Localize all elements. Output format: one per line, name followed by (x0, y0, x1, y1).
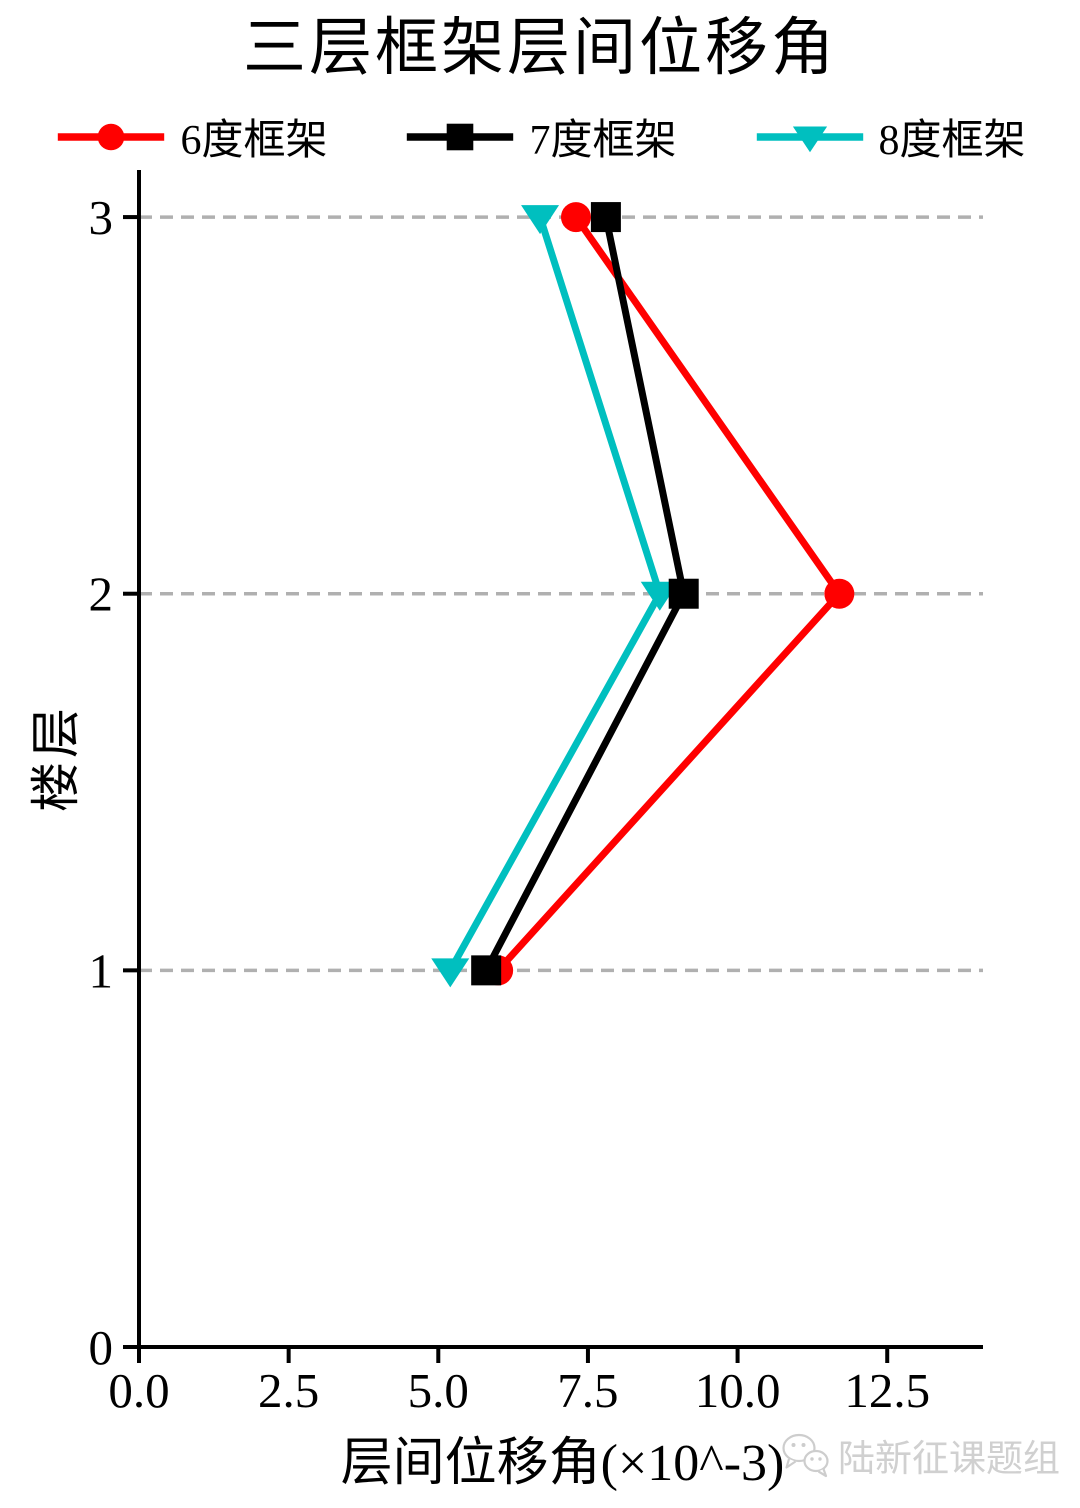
watermark: 陆新征课题组 (778, 1428, 1060, 1482)
x-tick-label: 5.0 (408, 1363, 469, 1418)
y-axis-label: 楼层 (28, 704, 84, 812)
marker-circle (560, 202, 591, 233)
legend-marker-circle (58, 123, 165, 150)
x-tick-label: 7.5 (557, 1363, 618, 1418)
legend-label: 7度框架 (529, 118, 677, 164)
marker-circle (98, 123, 125, 150)
x-axis-label: 层间位移角(×10^-3) (340, 1435, 785, 1492)
watermark-text: 陆新征课题组 (838, 1439, 1060, 1480)
marker-square (447, 123, 474, 150)
legend-label: 6度框架 (180, 118, 328, 164)
x-tick-label: 2.5 (258, 1363, 319, 1418)
y-tick-label: 1 (89, 943, 114, 998)
legend-label: 8度框架 (878, 118, 1026, 164)
x-tick-label: 10.0 (695, 1363, 781, 1418)
y-tick-label: 2 (89, 567, 114, 622)
legend: 6度框架 7度框架 8度框架 (0, 106, 1080, 167)
x-tick-label: 12.5 (844, 1363, 930, 1418)
marker-square (471, 955, 502, 986)
legend-entry-0: 6度框架 (54, 106, 327, 167)
chart-title: 三层框架层间位移角 (243, 13, 837, 83)
y-tick-label: 3 (89, 190, 114, 245)
marker-triangle-down (431, 958, 470, 988)
marker-square (668, 578, 699, 609)
legend-marker-square (407, 123, 514, 150)
marker-triangle-down (792, 126, 827, 152)
legend-entry-1: 7度框架 (403, 106, 677, 167)
marker-circle (824, 578, 855, 609)
wechat-icon (782, 1433, 829, 1478)
x-tick-label: 0.0 (108, 1363, 169, 1418)
marker-square (590, 202, 621, 233)
y-tick-label: 0 (89, 1320, 114, 1375)
legend-entry-2: 8度框架 (753, 106, 1026, 167)
legend-marker-triangle-down (756, 126, 863, 152)
marker-triangle-down (521, 205, 560, 235)
